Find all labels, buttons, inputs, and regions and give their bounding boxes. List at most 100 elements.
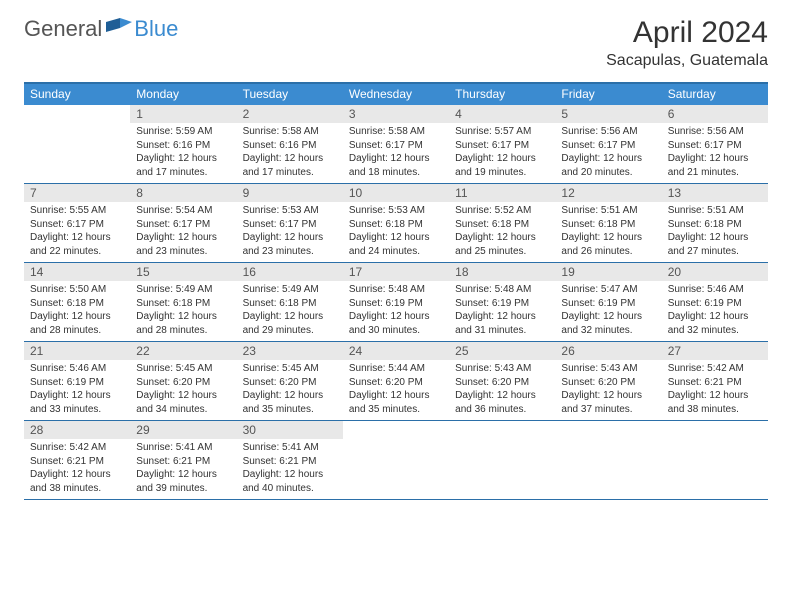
day-number: 8	[130, 184, 236, 202]
sunset-line: Sunset: 6:18 PM	[243, 297, 337, 311]
day-number: 22	[130, 342, 236, 360]
daylight-line: Daylight: 12 hours and 32 minutes.	[561, 310, 655, 337]
sunrise-line: Sunrise: 5:56 AM	[668, 125, 762, 139]
daylight-line: Daylight: 12 hours and 20 minutes.	[561, 152, 655, 179]
sunrise-line: Sunrise: 5:54 AM	[136, 204, 230, 218]
day-header-cell: Thursday	[449, 84, 555, 105]
sunrise-line: Sunrise: 5:47 AM	[561, 283, 655, 297]
day-number: 11	[449, 184, 555, 202]
day-number: 25	[449, 342, 555, 360]
sunrise-line: Sunrise: 5:42 AM	[30, 441, 124, 455]
day-number: 16	[237, 263, 343, 281]
daylight-line: Daylight: 12 hours and 24 minutes.	[349, 231, 443, 258]
sunrise-line: Sunrise: 5:48 AM	[349, 283, 443, 297]
sunset-line: Sunset: 6:18 PM	[349, 218, 443, 232]
week-row: 28Sunrise: 5:42 AMSunset: 6:21 PMDayligh…	[24, 421, 768, 500]
sunrise-line: Sunrise: 5:53 AM	[243, 204, 337, 218]
daylight-line: Daylight: 12 hours and 21 minutes.	[668, 152, 762, 179]
day-data: Sunrise: 5:53 AMSunset: 6:17 PMDaylight:…	[237, 202, 343, 262]
day-data: Sunrise: 5:57 AMSunset: 6:17 PMDaylight:…	[449, 123, 555, 183]
day-cell: 20Sunrise: 5:46 AMSunset: 6:19 PMDayligh…	[662, 263, 768, 341]
daylight-line: Daylight: 12 hours and 39 minutes.	[136, 468, 230, 495]
day-data: Sunrise: 5:47 AMSunset: 6:19 PMDaylight:…	[555, 281, 661, 341]
day-cell: 23Sunrise: 5:45 AMSunset: 6:20 PMDayligh…	[237, 342, 343, 420]
day-data: Sunrise: 5:41 AMSunset: 6:21 PMDaylight:…	[237, 439, 343, 499]
day-data: Sunrise: 5:51 AMSunset: 6:18 PMDaylight:…	[662, 202, 768, 262]
sunrise-line: Sunrise: 5:43 AM	[455, 362, 549, 376]
sunset-line: Sunset: 6:20 PM	[561, 376, 655, 390]
daylight-line: Daylight: 12 hours and 40 minutes.	[243, 468, 337, 495]
day-cell: 19Sunrise: 5:47 AMSunset: 6:19 PMDayligh…	[555, 263, 661, 341]
sunset-line: Sunset: 6:19 PM	[455, 297, 549, 311]
day-cell: 9Sunrise: 5:53 AMSunset: 6:17 PMDaylight…	[237, 184, 343, 262]
day-number: 13	[662, 184, 768, 202]
sunrise-line: Sunrise: 5:49 AM	[136, 283, 230, 297]
sunset-line: Sunset: 6:18 PM	[455, 218, 549, 232]
sunrise-line: Sunrise: 5:50 AM	[30, 283, 124, 297]
daylight-line: Daylight: 12 hours and 33 minutes.	[30, 389, 124, 416]
sunrise-line: Sunrise: 5:53 AM	[349, 204, 443, 218]
sunset-line: Sunset: 6:17 PM	[349, 139, 443, 153]
sunset-line: Sunset: 6:20 PM	[349, 376, 443, 390]
day-cell: 7Sunrise: 5:55 AMSunset: 6:17 PMDaylight…	[24, 184, 130, 262]
sunrise-line: Sunrise: 5:58 AM	[243, 125, 337, 139]
daylight-line: Daylight: 12 hours and 23 minutes.	[136, 231, 230, 258]
day-number: 21	[24, 342, 130, 360]
day-number: 4	[449, 105, 555, 123]
sunrise-line: Sunrise: 5:59 AM	[136, 125, 230, 139]
month-title: April 2024	[606, 16, 768, 50]
day-number: 1	[130, 105, 236, 123]
week-row: 7Sunrise: 5:55 AMSunset: 6:17 PMDaylight…	[24, 184, 768, 263]
sunrise-line: Sunrise: 5:45 AM	[136, 362, 230, 376]
daylight-line: Daylight: 12 hours and 30 minutes.	[349, 310, 443, 337]
day-number: 20	[662, 263, 768, 281]
sunset-line: Sunset: 6:20 PM	[455, 376, 549, 390]
day-cell: 21Sunrise: 5:46 AMSunset: 6:19 PMDayligh…	[24, 342, 130, 420]
day-data: Sunrise: 5:42 AMSunset: 6:21 PMDaylight:…	[662, 360, 768, 420]
sunset-line: Sunset: 6:21 PM	[243, 455, 337, 469]
day-cell: 18Sunrise: 5:48 AMSunset: 6:19 PMDayligh…	[449, 263, 555, 341]
day-number: 2	[237, 105, 343, 123]
calendar-body: 1 Sunrise: 5:59 AMSunset: 6:16 PM Daylight…	[24, 105, 768, 500]
brand-text-general: General	[24, 16, 102, 42]
week-row: 14Sunrise: 5:50 AMSunset: 6:18 PMDayligh…	[24, 263, 768, 342]
sunset-line: Sunset: 6:16 PM	[136, 139, 230, 153]
day-data: Sunrise: 5:49 AMSunset: 6:18 PMDaylight:…	[130, 281, 236, 341]
day-cell: 11Sunrise: 5:52 AMSunset: 6:18 PMDayligh…	[449, 184, 555, 262]
sunrise-line: Sunrise: 5:58 AM	[349, 125, 443, 139]
sunset-line: Sunset: 6:21 PM	[136, 455, 230, 469]
day-cell: 8Sunrise: 5:54 AMSunset: 6:17 PMDaylight…	[130, 184, 236, 262]
day-number: 27	[662, 342, 768, 360]
day-cell: 10Sunrise: 5:53 AMSunset: 6:18 PMDayligh…	[343, 184, 449, 262]
day-number: 19	[555, 263, 661, 281]
sunrise-line: Sunrise: 5:48 AM	[455, 283, 549, 297]
sunrise-line: Sunrise: 5:51 AM	[668, 204, 762, 218]
day-data: Sunrise: 5:51 AMSunset: 6:18 PMDaylight:…	[555, 202, 661, 262]
day-number: 7	[24, 184, 130, 202]
day-cell: 28Sunrise: 5:42 AMSunset: 6:21 PMDayligh…	[24, 421, 130, 499]
day-number: 18	[449, 263, 555, 281]
day-data: Sunrise: 5:48 AMSunset: 6:19 PMDaylight:…	[449, 281, 555, 341]
day-header-cell: Friday	[555, 84, 661, 105]
day-number: 12	[555, 184, 661, 202]
sunset-line: Sunset: 6:19 PM	[561, 297, 655, 311]
day-data: Sunrise: 5:56 AMSunset: 6:17 PMDaylight:…	[555, 123, 661, 183]
day-data: Sunrise: 5:56 AMSunset: 6:17 PMDaylight:…	[662, 123, 768, 183]
sunrise-line: Sunrise: 5:41 AM	[243, 441, 337, 455]
day-data: Sunrise: 5:46 AMSunset: 6:19 PMDaylight:…	[24, 360, 130, 420]
day-header-cell: Saturday	[662, 84, 768, 105]
day-cell: 29Sunrise: 5:41 AMSunset: 6:21 PMDayligh…	[130, 421, 236, 499]
sunset-line: Sunset: 6:17 PM	[455, 139, 549, 153]
day-data: Sunrise: 5:48 AMSunset: 6:19 PMDaylight:…	[343, 281, 449, 341]
day-number: 23	[237, 342, 343, 360]
day-cell: 5Sunrise: 5:56 AMSunset: 6:17 PMDaylight…	[555, 105, 661, 183]
day-data: Sunrise: 5:43 AMSunset: 6:20 PMDaylight:…	[449, 360, 555, 420]
daylight-line: Daylight: 12 hours and 25 minutes.	[455, 231, 549, 258]
sunset-line: Sunset: 6:17 PM	[243, 218, 337, 232]
daylight-line: Daylight: 12 hours and 29 minutes.	[243, 310, 337, 337]
day-cell: 6Sunrise: 5:56 AMSunset: 6:17 PMDaylight…	[662, 105, 768, 183]
daylight-line: Daylight: 12 hours and 31 minutes.	[455, 310, 549, 337]
day-cell	[449, 421, 555, 499]
sunrise-line: Sunrise: 5:43 AM	[561, 362, 655, 376]
day-header-cell: Monday	[130, 84, 236, 105]
